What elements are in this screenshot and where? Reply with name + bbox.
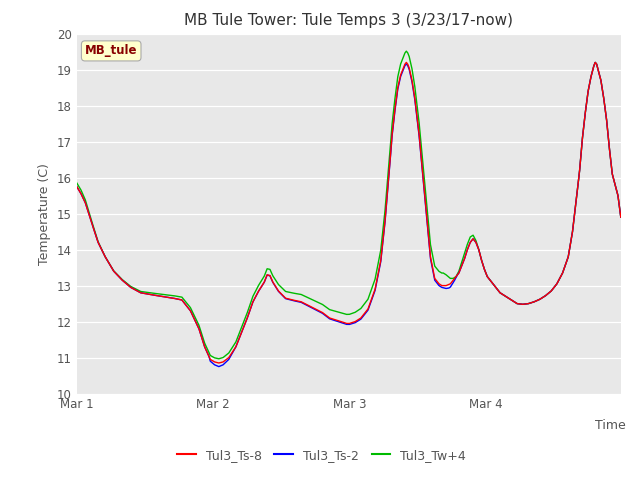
- Y-axis label: Temperature (C): Temperature (C): [38, 163, 51, 264]
- Text: MB_tule: MB_tule: [85, 44, 138, 58]
- Text: Time: Time: [595, 419, 626, 432]
- Title: MB Tule Tower: Tule Temps 3 (3/23/17-now): MB Tule Tower: Tule Temps 3 (3/23/17-now…: [184, 13, 513, 28]
- Legend: Tul3_Ts-8, Tul3_Ts-2, Tul3_Tw+4: Tul3_Ts-8, Tul3_Ts-2, Tul3_Tw+4: [172, 444, 471, 467]
